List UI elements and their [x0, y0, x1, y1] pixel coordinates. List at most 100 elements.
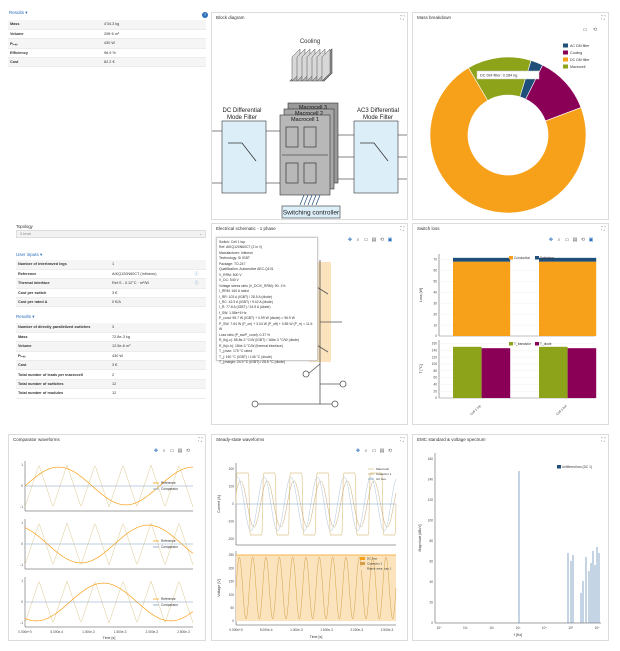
legend-label: Comparator	[161, 603, 179, 607]
save-icon[interactable]: ▭	[582, 27, 588, 33]
reset-icon[interactable]: ⟲	[592, 27, 598, 33]
x-tick-label: 10¹	[463, 626, 468, 630]
legend-label: Unfiltered bus (DC 1)	[562, 465, 592, 469]
topology-label: Topology	[16, 224, 33, 229]
legend-label: Macrocell	[376, 467, 389, 471]
y-tick-label: 10	[433, 323, 437, 327]
expand-icon[interactable]: ⛶	[400, 226, 404, 232]
table-row: Cost 3 €	[16, 360, 206, 371]
y-tick-label: 100	[229, 593, 235, 597]
reset-icon[interactable]: ⟲	[379, 237, 385, 243]
y-tick-label: 200	[229, 467, 235, 471]
y-tick-label: 80	[429, 539, 433, 543]
table-row: Volume 20ft·6 m³	[8, 29, 206, 40]
reset-icon[interactable]: ⟲	[387, 448, 393, 454]
results-top-title[interactable]: Results ▾	[9, 10, 28, 15]
y-tick-label: -200	[228, 537, 235, 541]
legend-swatch	[360, 557, 365, 560]
expand-icon[interactable]: ⛶	[198, 437, 202, 443]
y-tick-label: -1	[20, 505, 23, 509]
reset-icon[interactable]: ⟲	[580, 237, 586, 243]
results-mid-title[interactable]: Results ▾	[16, 314, 35, 319]
legend-swatch	[509, 342, 513, 346]
zoom-icon[interactable]: ⌕	[356, 237, 360, 243]
results-top-table: Mass 4'34.3 kg Volume 20ft·6 m³ Pₗₒₛₛ 430 W…	[8, 20, 206, 68]
info-icon[interactable]: ⓘ	[192, 269, 206, 280]
x-axis-label: Time [s]	[310, 635, 323, 639]
macrocell-1-label: Macrocell 1	[291, 117, 319, 123]
schematic-wires	[256, 260, 342, 405]
left-filter-box	[221, 120, 267, 194]
results-mid-table: Number of directly parallelized switches…	[16, 323, 206, 399]
reset-icon[interactable]: ⟲	[185, 448, 191, 454]
table-row: Volume 12.5e-6 m³	[16, 341, 206, 352]
chart-toolbar: ✥ ⌕ ▭ ▤ ⟲ ▣	[548, 237, 594, 243]
chart-toolbar: ▭ ⟲	[582, 27, 598, 33]
y-tick-label: -1	[20, 621, 23, 625]
y-tick-label: 60	[429, 560, 433, 564]
save-icon[interactable]: ▤	[379, 448, 385, 454]
bar	[481, 348, 511, 398]
y-tick-label: 160	[428, 457, 434, 461]
expand-icon[interactable]: ⛶	[601, 226, 605, 232]
y-axis-label: Loss [W]	[419, 288, 423, 302]
chevron-down-icon: ⌄	[198, 232, 202, 236]
info-icon[interactable]: ⓘ	[192, 278, 206, 289]
y-tick-label: 1	[21, 521, 23, 525]
y-tick-label: 20	[433, 389, 437, 393]
bar	[453, 346, 482, 398]
bar	[453, 257, 511, 262]
save-icon[interactable]: ▤	[177, 448, 183, 454]
zoom-icon[interactable]: ⌕	[364, 448, 368, 454]
y-tick-label: 30	[433, 301, 437, 305]
zoom-icon[interactable]: ⌕	[162, 448, 166, 454]
zoom-icon[interactable]: ⌕	[557, 237, 561, 243]
y-tick-label: 200	[229, 566, 235, 570]
hover-icon[interactable]: ▣	[387, 237, 393, 243]
legend-swatch	[509, 256, 513, 260]
expand-icon[interactable]: ⛶	[601, 15, 605, 21]
expand-icon[interactable]: ⛶	[601, 437, 605, 443]
legend-swatch	[535, 256, 539, 260]
cooling-label: Cooling	[300, 39, 320, 45]
x-tick-label: 1.500e-3	[114, 630, 127, 634]
emc-title: EMC standard & voltage spectrum	[417, 437, 486, 442]
legend-swatch	[535, 342, 539, 346]
carrier-line	[24, 580, 194, 624]
box-zoom-icon[interactable]: ▭	[371, 448, 377, 454]
schematic-terminals	[251, 370, 347, 408]
box-zoom-icon[interactable]: ▭	[363, 237, 369, 243]
box-zoom-icon[interactable]: ▭	[169, 448, 175, 454]
table-row: Thermal interface Ref.S - 0.12°C · m²/W ⓘ	[16, 278, 206, 289]
y-tick-label: 20	[429, 601, 433, 605]
pan-icon[interactable]: ✥	[548, 237, 554, 243]
y-axis-label: Current [A]	[217, 495, 221, 512]
pan-icon[interactable]: ✥	[347, 237, 353, 243]
legend-swatch	[563, 50, 568, 55]
table-row: Mass 4'34.3 kg	[8, 20, 206, 30]
legend-swatch	[360, 567, 365, 570]
y-tick-label: 160	[432, 342, 438, 346]
help-icon[interactable]: ?	[202, 12, 208, 18]
capacitor-voltage-line	[235, 556, 397, 620]
user-inputs-title[interactable]: User inputs ▾	[16, 252, 43, 257]
y-tick-label: 140	[432, 348, 438, 352]
y-tick-label: 0	[435, 396, 437, 400]
comparator-chart: 1 0 -1 Reference Comparator 1 0 -1 Reference Comp…	[18, 461, 194, 640]
legend-label: T_diode	[540, 342, 552, 346]
hover-icon[interactable]: ▣	[588, 237, 594, 243]
y-tick-label: 0	[435, 334, 437, 338]
pan-icon[interactable]: ✥	[355, 448, 361, 454]
x-tick-label: 1.500e-3	[320, 628, 333, 632]
save-icon[interactable]: ▤	[371, 237, 377, 243]
expand-icon[interactable]: ⛶	[400, 15, 404, 21]
save-icon[interactable]: ▤	[572, 237, 578, 243]
pan-icon[interactable]: ✥	[153, 448, 159, 454]
expand-icon[interactable]: ⛶	[400, 437, 404, 443]
legend-label: DC bus	[367, 557, 378, 561]
topology-select[interactable]: 2-level ⌄	[16, 230, 206, 238]
x-tick-label: 1.000e-3	[290, 628, 303, 632]
box-zoom-icon[interactable]: ▭	[564, 237, 570, 243]
legend-label: Conduction	[514, 256, 530, 260]
y-tick-label: 0	[232, 502, 234, 506]
